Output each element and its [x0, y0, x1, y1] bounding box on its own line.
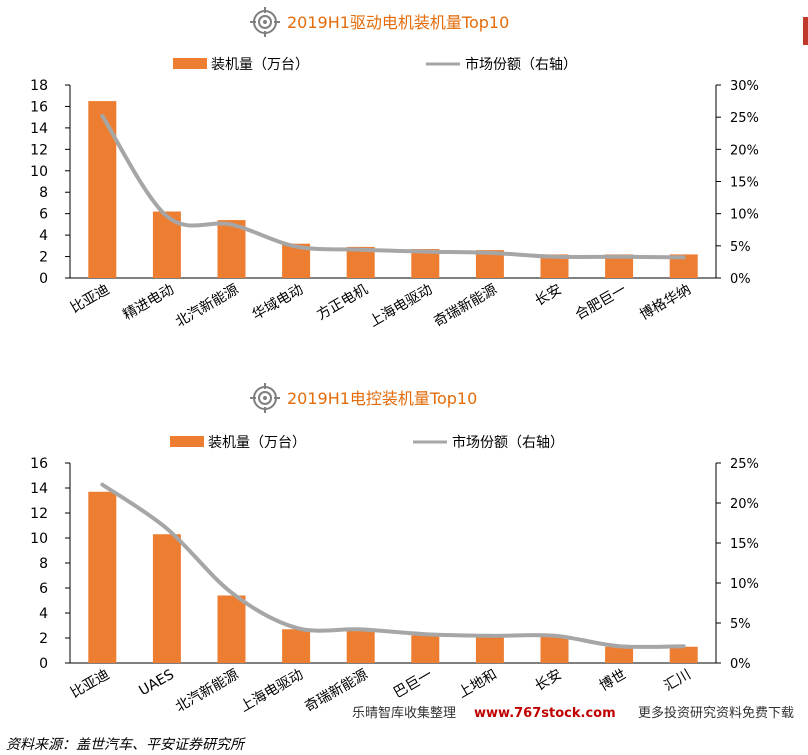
- x-tick-label: 巴巨一: [391, 667, 435, 702]
- x-tick-label: 上海电驱动: [237, 667, 306, 716]
- y-left-tick-label: 12: [30, 506, 48, 522]
- x-tick-label: 长安: [532, 282, 564, 310]
- source-note: 资料来源：盖世汽车、平安证券研究所: [6, 737, 246, 753]
- bar-10: [669, 254, 698, 278]
- x-tick-label: 博格华纳: [637, 281, 694, 324]
- y-right-tick-label: 0%: [730, 272, 751, 287]
- bar-1: [88, 101, 117, 278]
- watermark-text-2: 更多投资研究资料免费下载: [638, 705, 794, 721]
- y-left-tick-label: 0: [39, 656, 48, 672]
- y-left-tick-label: 2: [39, 631, 48, 647]
- x-tick-label: 合肥巨一: [573, 282, 629, 324]
- x-tick-label: 汇川: [661, 667, 693, 695]
- bar-7: [475, 636, 504, 663]
- y-left-tick-label: 4: [39, 228, 48, 244]
- watermark-text-1: 乐晴智库收集整理: [352, 705, 456, 721]
- target-icon: [250, 7, 280, 37]
- y-right-tick-label: 10%: [730, 577, 759, 592]
- y-left-tick-label: 16: [30, 456, 48, 472]
- y-right-tick-label: 5%: [730, 617, 751, 632]
- bar-6: [411, 249, 440, 278]
- y-left-tick-label: 4: [39, 606, 48, 622]
- bar-1: [88, 491, 117, 663]
- y-right-tick-label: 0%: [730, 657, 751, 672]
- y-right-tick-label: 10%: [730, 208, 759, 223]
- share-line: [100, 113, 686, 260]
- y-left-tick-label: 2: [39, 250, 48, 266]
- bar-2: [152, 534, 181, 663]
- y-left-tick-label: 12: [30, 142, 48, 158]
- x-tick-label: UAES: [136, 667, 177, 700]
- x-tick-label: 奇瑞新能源: [431, 281, 500, 331]
- chart1-plot: 0 2 4 6 8 10 12 14 16 18 0% 5% 10% 15% 20% 25% 30% 比亚迪 精进电…: [30, 78, 759, 330]
- y-left-tick-label: 10: [30, 164, 48, 180]
- x-tick-label: 上地和: [456, 667, 500, 702]
- bar-3: [217, 595, 246, 663]
- chart1-legend-bar-swatch: [173, 58, 207, 69]
- y-left-tick-label: 8: [39, 185, 48, 201]
- y-right-tick-label: 25%: [730, 111, 759, 126]
- y-left-tick-label: 6: [39, 581, 48, 597]
- x-tick-label: 北汽新能源: [173, 282, 242, 331]
- bar-8: [540, 636, 569, 663]
- chart2-legend-bar-swatch: [170, 436, 204, 447]
- bar-5: [346, 246, 375, 278]
- x-tick-label: 长安: [532, 667, 564, 695]
- edge-marker: [803, 17, 808, 45]
- bar-9: [605, 646, 634, 663]
- y-left-tick-label: 14: [30, 481, 48, 497]
- x-tick-label: 上海电驱动: [367, 282, 436, 331]
- y-left-tick-label: 18: [30, 78, 48, 94]
- x-tick-label: 博世: [596, 666, 629, 695]
- y-right-tick-label: 30%: [730, 79, 759, 94]
- chart2-plot: 0 2 4 6 8 10 12 14 16 0% 5% 10% 15% 20% 25% 比亚迪 UAES北汽新能…: [30, 456, 759, 715]
- y-left-tick-label: 10: [30, 531, 48, 547]
- chart1-legend-bar-label: 装机量（万台）: [211, 57, 309, 73]
- x-tick-label: 方正电机: [314, 282, 370, 324]
- y-left-tick-label: 6: [39, 207, 48, 223]
- x-tick-label: 精进电动: [120, 282, 176, 324]
- x-tick-label: 比亚迪: [68, 667, 112, 702]
- chart2-legend-line-label: 市场份额（右轴）: [452, 434, 564, 451]
- bar-3: [217, 220, 246, 278]
- bar-9: [605, 254, 634, 278]
- y-right-tick-label: 20%: [730, 143, 759, 158]
- y-right-tick-label: 20%: [730, 497, 759, 512]
- y-left-tick-label: 8: [39, 556, 48, 572]
- x-tick-label: 比亚迪: [68, 282, 112, 317]
- y-right-tick-label: 15%: [730, 537, 759, 552]
- x-tick-label: 北汽新能源: [173, 667, 242, 716]
- y-left-tick-label: 16: [30, 99, 48, 115]
- y-right-tick-label: 15%: [730, 176, 759, 191]
- bar-6: [411, 635, 440, 663]
- target-icon: [250, 383, 280, 413]
- bar-8: [540, 254, 569, 278]
- y-left-tick-label: 0: [39, 271, 48, 287]
- chart2-title: 2019H1电控装机量Top10: [287, 389, 477, 408]
- x-tick-label: 华域电动: [250, 282, 306, 324]
- y-left-tick-label: 14: [30, 121, 48, 137]
- share-line: [100, 482, 686, 649]
- chart1-legend-line-label: 市场份额（右轴）: [465, 56, 577, 73]
- y-right-tick-label: 5%: [730, 240, 751, 255]
- watermark-url[interactable]: www.767stock.com: [474, 706, 616, 721]
- chart2-legend-bar-label: 装机量（万台）: [208, 435, 306, 451]
- bar-4: [282, 629, 311, 663]
- y-right-tick-label: 25%: [730, 457, 759, 472]
- bar-5: [346, 630, 375, 663]
- chart1-title: 2019H1驱动电机装机量Top10: [287, 13, 509, 32]
- bar-10: [669, 646, 698, 663]
